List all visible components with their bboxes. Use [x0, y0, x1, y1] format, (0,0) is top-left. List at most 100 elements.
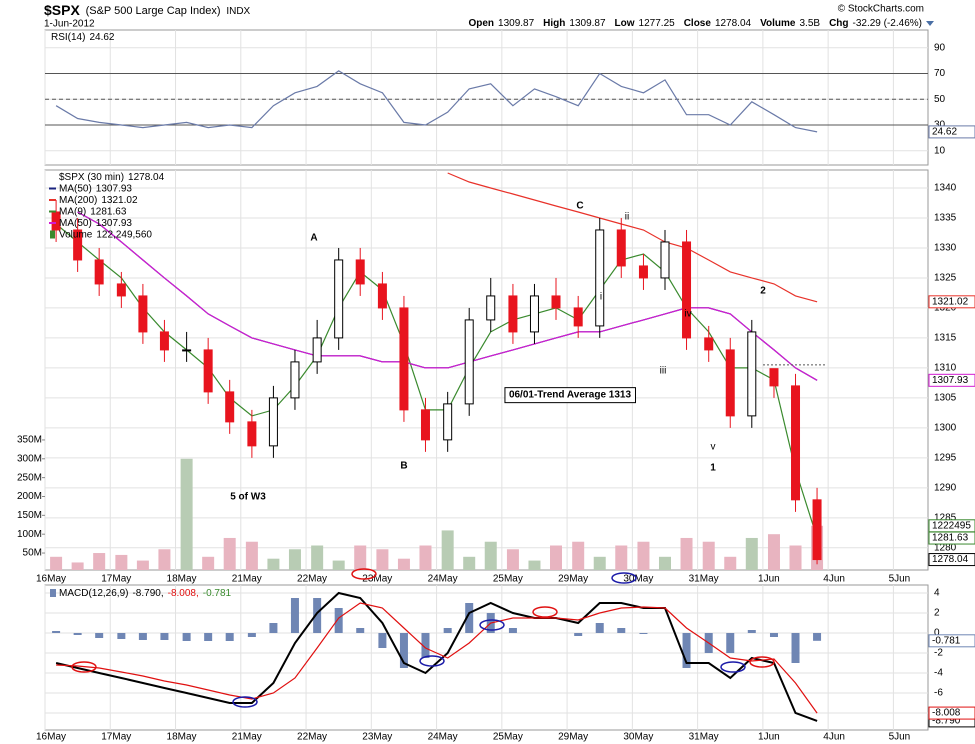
legend-part: -8.008, [168, 588, 199, 599]
legend-name: MA(50) [59, 218, 92, 229]
legend-value: 24.62 [89, 32, 114, 43]
quote-label: Chg [829, 18, 848, 29]
volume-bar [267, 558, 280, 570]
copyright: © StockCharts.com [838, 4, 924, 15]
value-box [928, 295, 975, 309]
legend-part: -8.790, [132, 588, 163, 599]
y-tick-label: 1340 [934, 183, 957, 194]
legend-part: MACD(12,26,9) [59, 588, 128, 599]
histogram-bar [334, 608, 343, 633]
histogram-bar [617, 628, 626, 633]
volume-bar [572, 541, 585, 570]
legend-entry: RSI(14) 24.62 [51, 32, 115, 43]
legend-value: 1278.04 [128, 172, 165, 183]
legend-entry: MACD(12,26,9) -8.790, -8.008, -0.781 [59, 588, 232, 599]
value-box [928, 373, 975, 387]
chart-date: 1-Jun-2012 [44, 19, 95, 30]
histogram-bar [73, 633, 82, 635]
y-tick-label: 2 [934, 608, 940, 619]
legend-swatch [50, 230, 55, 239]
volume-bar [332, 560, 345, 570]
histogram-bar [247, 633, 256, 637]
histogram-bar [160, 633, 169, 640]
y-tick-label: 10 [934, 145, 946, 156]
y-tick-label: 50 [934, 94, 946, 105]
candle-body [595, 229, 605, 327]
annotation: C [576, 201, 583, 212]
candle-body [334, 259, 344, 339]
candle-body [399, 307, 409, 411]
volume-bar [745, 537, 758, 570]
candle-body [660, 241, 670, 279]
crossover-marker [479, 619, 505, 631]
x-tick-label: 29May [558, 732, 588, 743]
candle-body [638, 265, 648, 279]
x-tick-label: 25May [493, 574, 523, 585]
quote-value: 1278.04 [715, 18, 752, 29]
candle-body [682, 241, 692, 339]
histogram-bar [117, 633, 126, 639]
candle-body [769, 368, 779, 387]
histogram-bar [138, 633, 147, 640]
y-tick-label: 1295 [934, 452, 957, 463]
annotation: 1 [710, 463, 716, 474]
x-tick-label: 21May [232, 732, 262, 743]
dropdown-arrow[interactable] [926, 21, 934, 26]
volume-bar [311, 545, 324, 570]
candle-body [704, 337, 714, 351]
candle-body [616, 229, 626, 267]
volume-bar [136, 560, 149, 570]
volume-bar [637, 541, 650, 570]
symbol-name: (S&P 500 Large Cap Index) [86, 5, 221, 17]
y-tick-label: 4 [934, 588, 940, 599]
histogram-bar [682, 633, 691, 668]
legend-entry: MA(50) 1307.93 [59, 183, 132, 194]
value-box-label: -8.790 [932, 716, 961, 727]
y-tick-label: 1310 [934, 363, 957, 374]
histogram-bar [574, 633, 583, 636]
candle-body [51, 211, 61, 231]
quote-value: 1277.25 [639, 18, 676, 29]
y-tick-label: 1335 [934, 213, 957, 224]
y-tick-label: 1325 [934, 273, 957, 284]
quote-label: Close [684, 18, 712, 29]
value-box [928, 125, 975, 139]
macd-line [56, 602, 818, 714]
legend-entry: MA(9) 1281.63 [59, 206, 127, 217]
quote-value: 3.5B [799, 18, 820, 29]
x-tick-label: 24May [428, 574, 458, 585]
candle-body [312, 337, 322, 363]
x-tick-label: 30May [623, 574, 653, 585]
moving-average [447, 172, 818, 303]
panel-frame [44, 29, 929, 166]
legend-name: Volume [59, 229, 93, 240]
legend-name: RSI(14) [51, 32, 85, 43]
chart-header: $SPX (S&P 500 Large Cap Index) INDX [44, 2, 251, 18]
candle-body [116, 283, 126, 297]
histogram-bar [290, 598, 299, 633]
annotation: 2 [760, 286, 766, 297]
candle-body [355, 259, 365, 285]
symbol: $SPX [44, 2, 80, 18]
histogram-bar [52, 631, 61, 633]
x-tick-label: 21May [232, 574, 262, 585]
annotation: 06/01-Trend Average 1313 [509, 390, 632, 401]
histogram-bar [225, 633, 234, 641]
histogram-bar [769, 633, 778, 637]
legend-name: MA(50) [59, 183, 92, 194]
candle-body [290, 361, 300, 399]
volume-bar [463, 556, 476, 570]
x-tick-label: 5Jun [889, 574, 911, 585]
value-box-label: 1222495 [932, 520, 971, 531]
crossover-marker [419, 655, 445, 667]
legend-value: 1307.93 [96, 218, 133, 229]
x-tick-label: 17May [101, 574, 131, 585]
value-box-label: 1321.02 [932, 296, 969, 307]
quote-label: Low [615, 18, 635, 29]
legend-entry: MA(200) 1321.02 [59, 195, 138, 206]
candle-body [420, 409, 430, 441]
candle-body [508, 295, 518, 333]
x-tick-label: 17May [101, 732, 131, 743]
x-tick-label: 22May [297, 574, 327, 585]
candle-body [573, 307, 583, 327]
